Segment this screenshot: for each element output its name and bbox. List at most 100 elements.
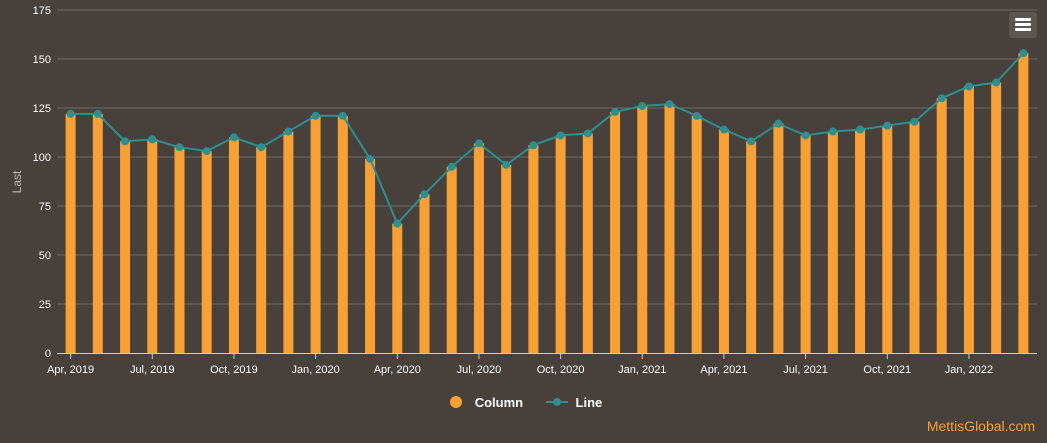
bar[interactable] xyxy=(473,143,484,353)
x-tick-label: Jan, 2022 xyxy=(945,364,993,376)
bar[interactable] xyxy=(610,111,621,353)
x-tick-label: Apr, 2021 xyxy=(700,364,747,376)
line-point[interactable] xyxy=(801,131,810,140)
line-point[interactable] xyxy=(420,190,429,199)
bar[interactable] xyxy=(991,82,1002,354)
line-point[interactable] xyxy=(175,143,184,152)
bar[interactable] xyxy=(201,151,212,353)
line-point[interactable] xyxy=(338,111,347,120)
credit-link[interactable]: MettisGlobal.com xyxy=(926,418,1035,434)
bar[interactable] xyxy=(337,115,348,353)
bar[interactable] xyxy=(882,125,893,353)
x-tick-label: Jul, 2021 xyxy=(783,364,828,376)
bar[interactable] xyxy=(65,113,76,353)
line-point[interactable] xyxy=(229,133,238,142)
bar[interactable] xyxy=(936,98,947,353)
line-point[interactable] xyxy=(583,129,592,138)
line-point[interactable] xyxy=(692,111,701,120)
y-tick-label: 150 xyxy=(33,54,51,66)
bar[interactable] xyxy=(637,106,648,353)
chart-menu-button[interactable] xyxy=(1009,12,1037,38)
x-tick-label: Jul, 2019 xyxy=(130,364,175,376)
x-tick-label: Jan, 2020 xyxy=(291,364,339,376)
line-point[interactable] xyxy=(257,143,266,152)
bar[interactable] xyxy=(718,129,729,353)
line-point[interactable] xyxy=(284,127,293,136)
legend-column-label: Column xyxy=(474,394,524,410)
line-point[interactable] xyxy=(1019,49,1028,58)
bar[interactable] xyxy=(691,115,702,353)
legend-item-line[interactable]: Line xyxy=(545,394,603,410)
bar[interactable] xyxy=(963,86,974,353)
legend-line-label: Line xyxy=(575,394,603,410)
line-point[interactable] xyxy=(611,107,620,116)
line-point[interactable] xyxy=(66,109,75,118)
x-tick-label: Oct, 2021 xyxy=(863,364,911,376)
bar[interactable] xyxy=(746,141,757,353)
line-point[interactable] xyxy=(665,100,674,109)
bar[interactable] xyxy=(909,121,920,353)
bar[interactable] xyxy=(120,141,131,353)
line-point[interactable] xyxy=(474,139,483,148)
line-point[interactable] xyxy=(747,137,756,146)
y-tick-label: 0 xyxy=(45,348,51,360)
y-tick-label: 75 xyxy=(39,201,51,213)
bar[interactable] xyxy=(582,133,593,353)
bar[interactable] xyxy=(555,135,566,353)
bar[interactable] xyxy=(528,145,539,353)
line-point[interactable] xyxy=(719,125,728,134)
line-point[interactable] xyxy=(148,135,157,144)
line-point[interactable] xyxy=(366,154,375,163)
line-point[interactable] xyxy=(910,117,919,126)
bar[interactable] xyxy=(800,135,811,353)
bar[interactable] xyxy=(392,223,403,353)
line-point[interactable] xyxy=(992,78,1001,87)
bar[interactable] xyxy=(283,131,294,353)
bar[interactable] xyxy=(419,194,430,353)
bar[interactable] xyxy=(310,115,321,353)
line-point[interactable] xyxy=(856,125,865,134)
column-series xyxy=(65,53,1029,354)
bar[interactable] xyxy=(664,104,675,353)
line-point[interactable] xyxy=(202,147,211,156)
line-series-points xyxy=(66,49,1028,228)
bar[interactable] xyxy=(228,137,239,353)
line-point[interactable] xyxy=(529,141,538,150)
line-point[interactable] xyxy=(393,219,402,228)
y-tick-label: 25 xyxy=(39,299,51,311)
y-axis-label: Last xyxy=(10,170,24,193)
x-tick-label: Apr, 2019 xyxy=(47,364,94,376)
bar[interactable] xyxy=(256,147,267,353)
bar[interactable] xyxy=(1018,53,1029,354)
line-point[interactable] xyxy=(502,160,511,169)
y-tick-label: 125 xyxy=(33,103,51,115)
legend-column-marker-icon xyxy=(449,396,462,408)
line-point[interactable] xyxy=(883,121,892,130)
line-point[interactable] xyxy=(828,127,837,136)
line-point[interactable] xyxy=(638,102,647,111)
line-point[interactable] xyxy=(121,137,130,146)
x-tick-label: Jan, 2021 xyxy=(618,364,666,376)
bar[interactable] xyxy=(174,147,185,353)
line-point[interactable] xyxy=(447,162,456,171)
bar[interactable] xyxy=(855,129,866,353)
line-point[interactable] xyxy=(93,109,102,118)
bar[interactable] xyxy=(365,158,376,353)
line-point[interactable] xyxy=(937,94,946,103)
bar[interactable] xyxy=(92,113,103,353)
bar[interactable] xyxy=(827,131,838,353)
x-tick-label: Oct, 2020 xyxy=(537,364,585,376)
x-tick-label: Apr, 2020 xyxy=(374,364,421,376)
legend-item-column[interactable]: Column xyxy=(445,394,523,410)
line-point[interactable] xyxy=(556,131,565,140)
line-point[interactable] xyxy=(964,82,973,91)
bar[interactable] xyxy=(147,139,158,353)
bar[interactable] xyxy=(501,164,512,353)
bar[interactable] xyxy=(773,123,784,354)
line-point[interactable] xyxy=(774,119,783,128)
y-axis-tick-labels: 0 25 50 75 100 125 150 175 xyxy=(33,5,51,360)
y-tick-label: 50 xyxy=(39,250,51,262)
line-point[interactable] xyxy=(311,111,320,120)
bar[interactable] xyxy=(446,166,457,353)
